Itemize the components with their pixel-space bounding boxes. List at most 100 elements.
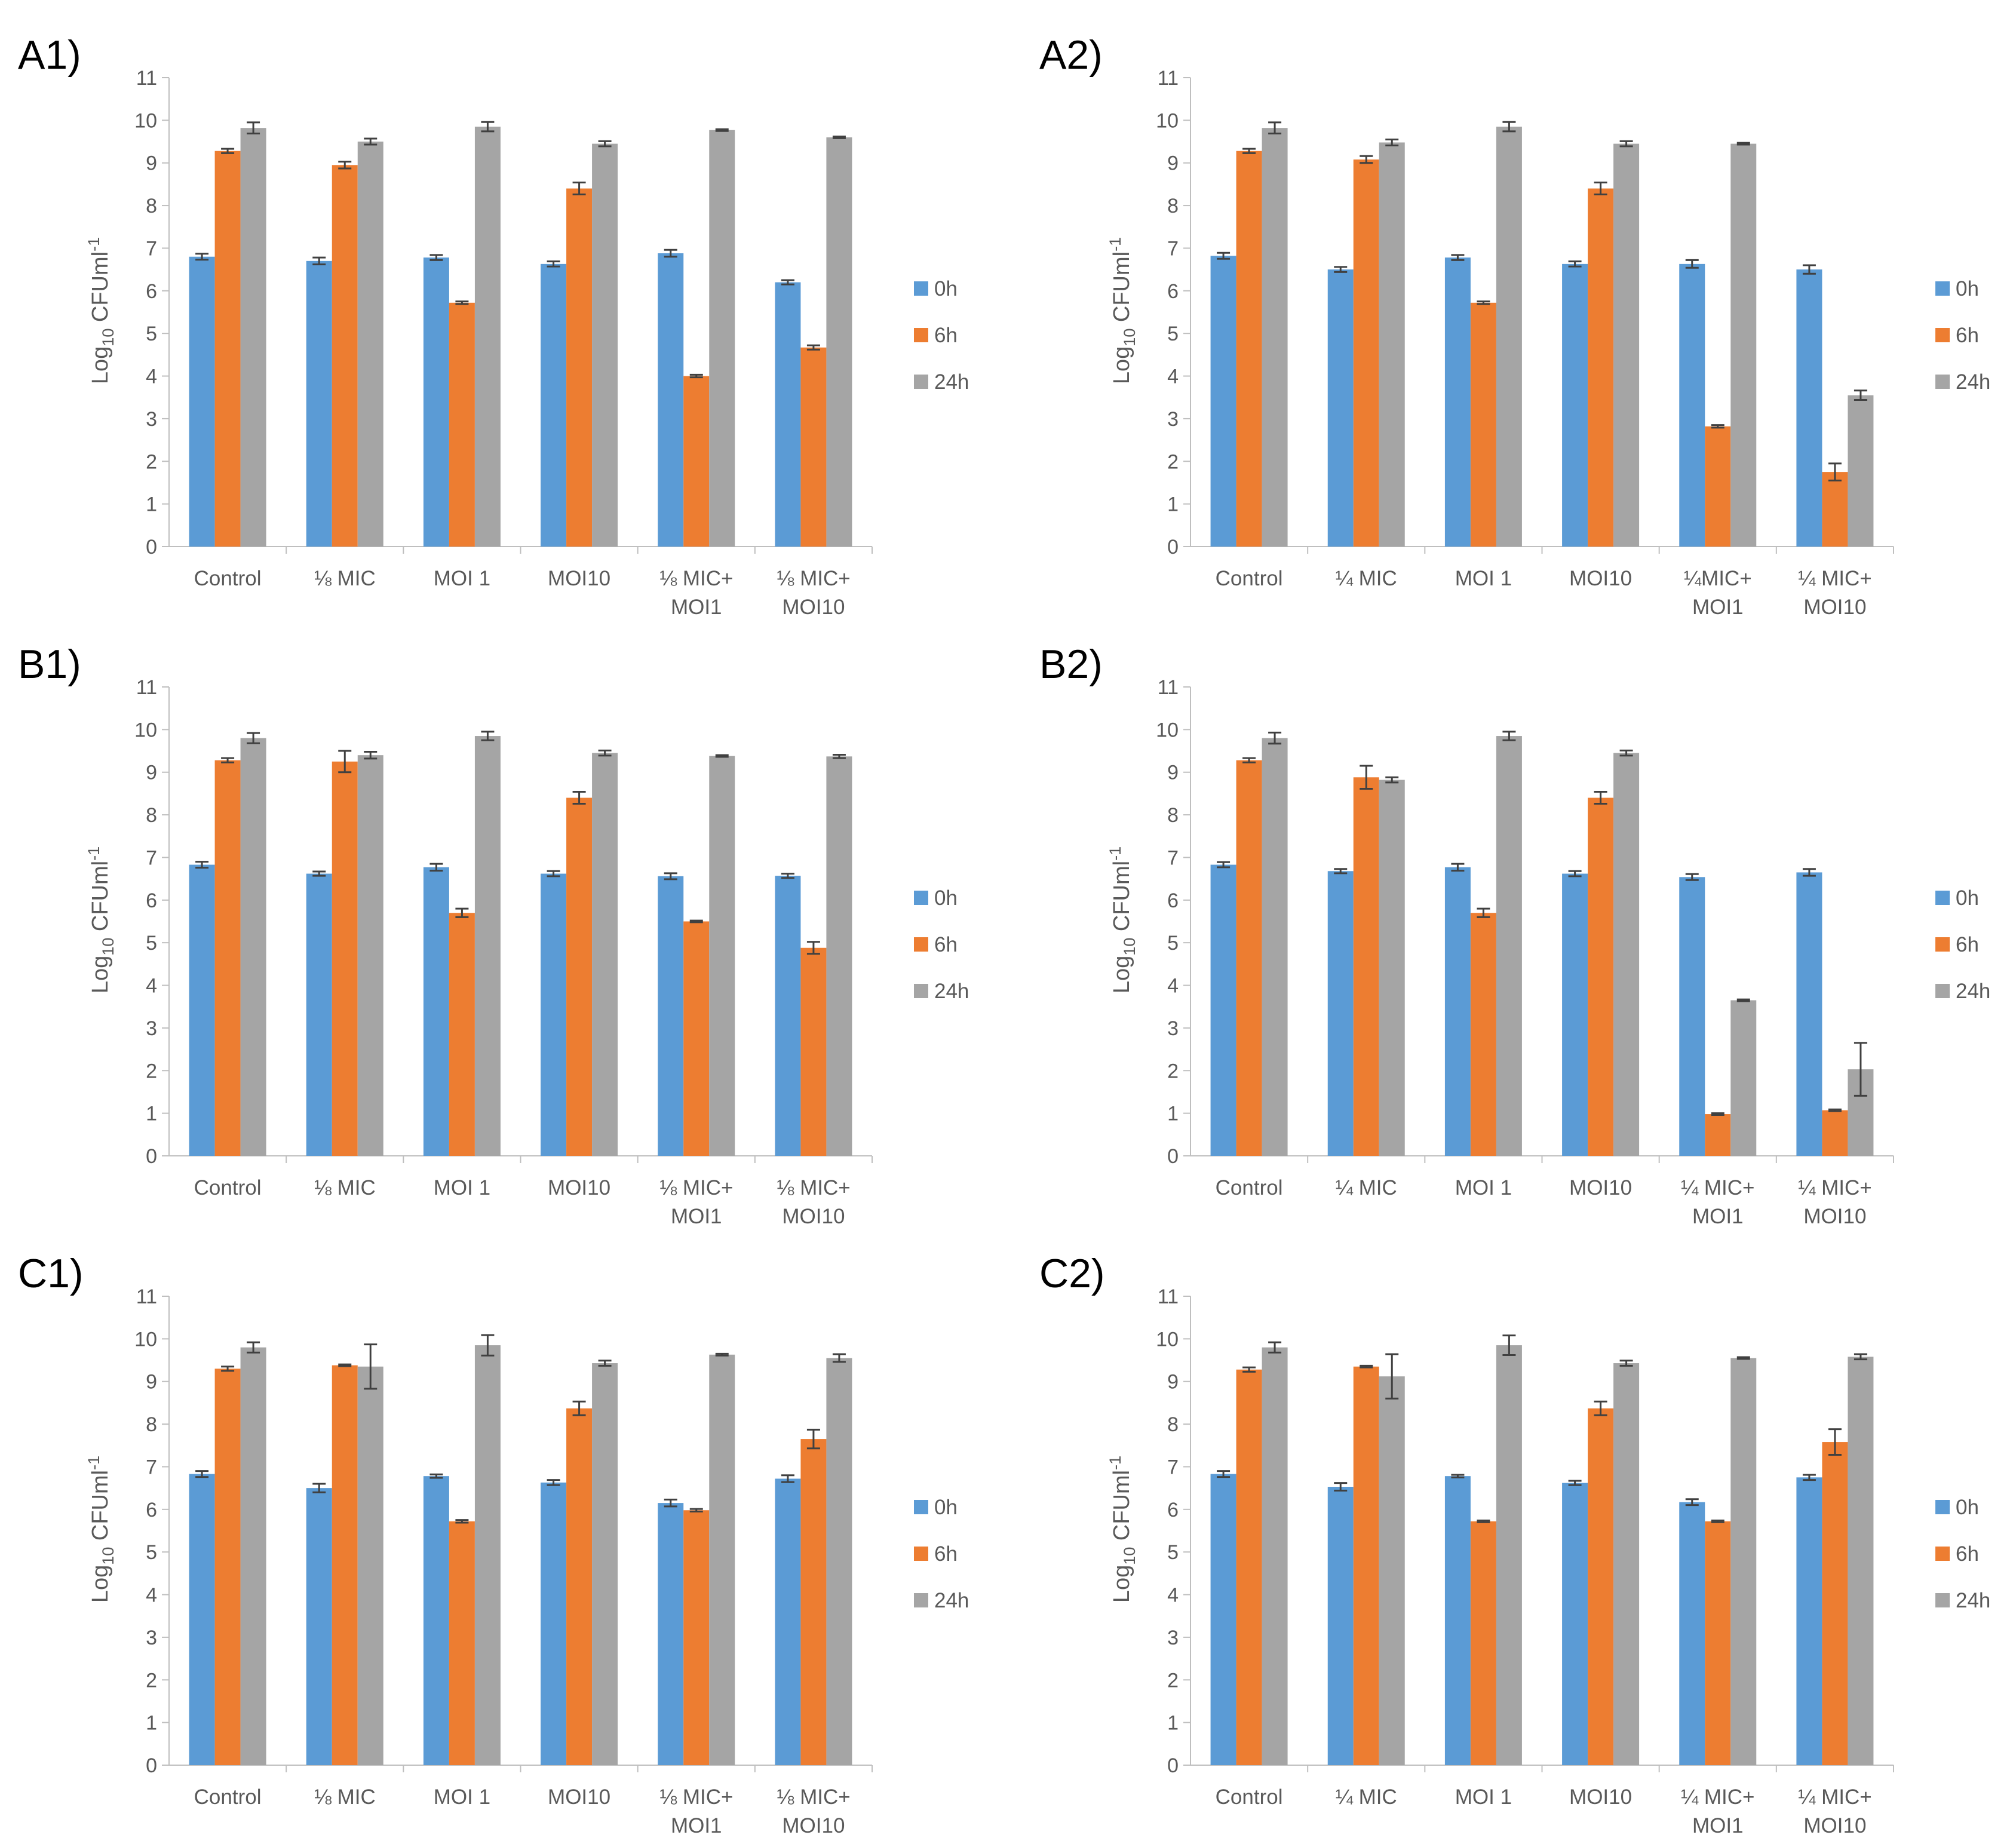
error-bar bbox=[1217, 251, 1231, 260]
bar-24h-4 bbox=[592, 1363, 618, 1765]
bar-6h-6 bbox=[1822, 472, 1848, 547]
error-bar bbox=[481, 1334, 495, 1357]
legend-swatch bbox=[914, 328, 928, 342]
y-tick-label: 3 bbox=[1167, 1627, 1179, 1649]
error-bar bbox=[806, 1428, 820, 1450]
error-bar bbox=[455, 1519, 469, 1524]
error-bar bbox=[1568, 260, 1582, 268]
x-category-label: MOI10 bbox=[782, 1814, 845, 1837]
y-tick-label: 2 bbox=[146, 1060, 157, 1082]
bar-24h-3 bbox=[474, 736, 501, 1156]
bar-6h-5 bbox=[683, 1510, 710, 1765]
error-bar bbox=[1736, 1356, 1750, 1360]
legend-swatch bbox=[1935, 984, 1950, 998]
error-bar bbox=[715, 754, 729, 758]
bar-0h-2 bbox=[1327, 269, 1354, 547]
legend-item-6h: 6h bbox=[914, 324, 958, 347]
bar-6h-6 bbox=[1822, 1442, 1848, 1765]
bar-24h-2 bbox=[357, 142, 383, 547]
bar-24h-5 bbox=[709, 1354, 735, 1765]
panel-label: B2) bbox=[1039, 642, 1103, 687]
error-bar bbox=[1451, 254, 1465, 261]
x-category-label: ⅛ MIC+ bbox=[777, 567, 851, 590]
x-category-label: Control bbox=[1216, 567, 1283, 590]
error-bar bbox=[195, 253, 209, 261]
bar-24h-3 bbox=[1496, 736, 1522, 1156]
y-tick-label: 10 bbox=[1156, 719, 1179, 741]
error-bar bbox=[1802, 264, 1816, 275]
x-category-label: ⅛ MIC+ bbox=[659, 1176, 734, 1199]
bar-0h-2 bbox=[306, 1488, 332, 1765]
y-tick-label: 6 bbox=[146, 889, 157, 912]
bar-24h-6 bbox=[826, 1358, 852, 1765]
legend-label: 6h bbox=[934, 933, 958, 956]
panel-label: A1) bbox=[18, 32, 81, 78]
bar-0h-6 bbox=[775, 876, 801, 1156]
legend-item-24h: 24h bbox=[1935, 980, 1990, 1003]
bar-24h-6 bbox=[826, 137, 852, 547]
error-bar bbox=[1502, 731, 1516, 741]
y-tick-label: 4 bbox=[146, 1584, 157, 1607]
y-tick-label: 5 bbox=[1167, 1541, 1179, 1564]
chart-panel-b2: B2) 0 1 2 3 4 5 6 7 8 9 10 11 Log10 CFUml-1 Control ¼ M… bbox=[1039, 642, 1990, 1228]
bar-0h-1 bbox=[1210, 864, 1236, 1156]
y-tick-label: 3 bbox=[1167, 408, 1179, 431]
error-bar bbox=[1828, 462, 1842, 481]
legend-item-0h: 0h bbox=[914, 277, 958, 300]
bar-6h-3 bbox=[1470, 302, 1496, 547]
error-bar bbox=[195, 1470, 209, 1478]
bar-0h-3 bbox=[1444, 257, 1471, 547]
legend-swatch bbox=[1935, 281, 1950, 296]
x-category-label: ⅛ MIC bbox=[314, 1176, 376, 1199]
legend-swatch bbox=[914, 1547, 928, 1561]
error-bar bbox=[1268, 1341, 1282, 1354]
y-tick-label: 9 bbox=[1167, 1371, 1179, 1394]
error-bar bbox=[1334, 1482, 1348, 1492]
legend-swatch bbox=[914, 375, 928, 389]
error-bar bbox=[1711, 1112, 1725, 1116]
y-tick-label: 11 bbox=[1158, 1285, 1179, 1308]
bar-6h-6 bbox=[800, 947, 827, 1156]
bar-24h-2 bbox=[1379, 780, 1405, 1156]
bar-6h-3 bbox=[449, 913, 475, 1156]
y-tick-label: 7 bbox=[146, 1456, 157, 1478]
legend-swatch bbox=[914, 1593, 928, 1607]
bar-0h-6 bbox=[775, 1478, 801, 1765]
y-tick-label: 1 bbox=[1167, 1712, 1179, 1735]
y-tick-label: 0 bbox=[1167, 536, 1179, 559]
bar-24h-1 bbox=[1262, 738, 1288, 1156]
bar-0h-5 bbox=[1679, 263, 1705, 547]
y-tick-label: 1 bbox=[1167, 493, 1179, 516]
legend-item-6h: 6h bbox=[1935, 1542, 1979, 1566]
error-bar bbox=[689, 919, 703, 923]
error-bar bbox=[806, 941, 820, 955]
x-category-label: ¼ MIC+ bbox=[1798, 1785, 1872, 1809]
error-bar bbox=[1711, 1519, 1725, 1523]
error-bar bbox=[664, 248, 677, 258]
error-bar bbox=[1685, 1498, 1699, 1507]
bar-0h-1 bbox=[189, 256, 215, 547]
x-category-label: MOI 1 bbox=[1455, 567, 1512, 590]
panel-label: C1) bbox=[18, 1251, 84, 1296]
y-tick-label: 5 bbox=[1167, 323, 1179, 345]
x-category-label: ⅛ MIC bbox=[314, 1785, 376, 1809]
bar-6h-6 bbox=[800, 347, 827, 547]
bar-24h-1 bbox=[240, 128, 266, 547]
bar-24h-3 bbox=[1496, 1345, 1522, 1765]
error-bar bbox=[1477, 300, 1490, 305]
y-tick-label: 8 bbox=[1167, 195, 1179, 217]
error-bar bbox=[1594, 182, 1607, 196]
legend-label: 6h bbox=[934, 324, 958, 347]
x-category-label: MOI1 bbox=[671, 1814, 722, 1837]
bar-6h-2 bbox=[1353, 777, 1379, 1156]
error-bar bbox=[1242, 1366, 1256, 1373]
error-bar bbox=[547, 260, 560, 268]
y-axis-title: Log10 CFUml-1 bbox=[1106, 237, 1139, 384]
error-bar bbox=[455, 300, 469, 305]
error-bar bbox=[832, 135, 846, 139]
error-bar bbox=[1685, 259, 1699, 269]
bar-6h-1 bbox=[214, 1369, 241, 1765]
error-bar bbox=[689, 1508, 703, 1512]
bar-6h-4 bbox=[1588, 797, 1614, 1156]
legend-label: 6h bbox=[1956, 933, 1979, 956]
